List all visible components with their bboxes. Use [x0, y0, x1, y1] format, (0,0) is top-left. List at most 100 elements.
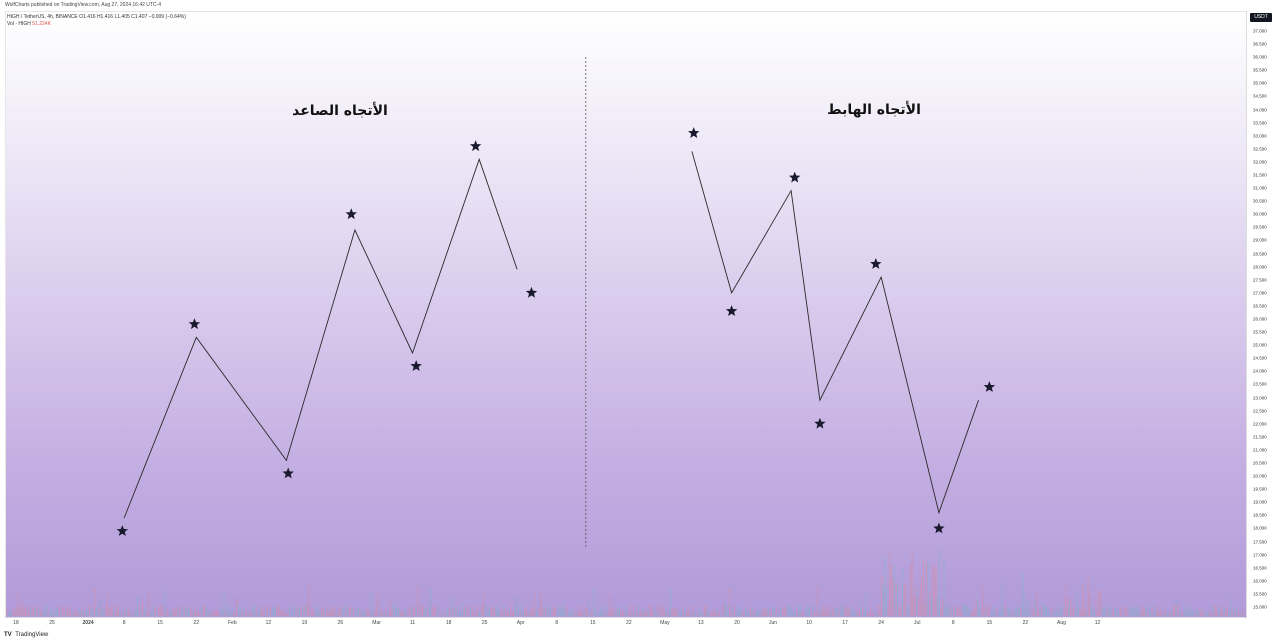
volume-bar: [310, 613, 311, 616]
time-tick-label: 12: [1094, 620, 1101, 626]
volume-bar: [1110, 605, 1111, 616]
volume-bar: [1146, 611, 1148, 616]
volume-bar: [375, 606, 377, 616]
star-marker-icon[interactable]: [282, 467, 294, 479]
star-marker-icon[interactable]: [814, 417, 826, 429]
volume-bar: [740, 608, 742, 616]
volume-bar: [969, 608, 971, 616]
volume-bar: [186, 610, 188, 616]
volume-bar: [1039, 608, 1041, 616]
volume-bar: [102, 610, 103, 616]
volume-bar: [626, 613, 628, 616]
volume-bar: [505, 608, 507, 616]
uptrend-line[interactable]: [123, 157, 518, 519]
volume-bar: [870, 605, 871, 616]
volume-bar: [650, 604, 652, 616]
time-tick-label: 8: [555, 620, 559, 626]
star-marker-icon[interactable]: [188, 318, 201, 330]
volume-bar: [534, 589, 535, 616]
volume-bar: [1150, 610, 1151, 616]
volume-bar: [353, 608, 355, 616]
star-marker-icon[interactable]: [725, 305, 738, 316]
volume-bar: [428, 605, 430, 616]
trend-lines: [123, 151, 979, 519]
volume-bar: [457, 606, 459, 616]
volume-bar: [914, 585, 916, 616]
volume-bar: [777, 613, 779, 616]
time-tick-label: 2024: [82, 620, 94, 626]
price-tick-label: 28.500: [1253, 251, 1267, 257]
volume-bar: [482, 593, 484, 616]
volume-bar: [871, 613, 873, 616]
time-tick-label: Jun: [769, 620, 778, 626]
chart-area[interactable]: [5, 11, 1246, 618]
star-marker-icon[interactable]: [983, 381, 996, 392]
volume-value: 51.224K: [32, 21, 51, 27]
volume-bar: [452, 608, 454, 616]
volume-bar: [342, 608, 343, 616]
price-tick-label: 20.500: [1253, 460, 1267, 466]
volume-bar: [513, 610, 515, 616]
star-marker-icon[interactable]: [469, 140, 482, 152]
volume-bar: [671, 608, 673, 616]
volume-bar: [1137, 607, 1139, 616]
volume-bar: [569, 609, 571, 616]
volume-bar: [1145, 604, 1147, 616]
volume-bar: [490, 607, 492, 616]
star-marker-icon[interactable]: [789, 171, 801, 183]
volume-bar: [670, 587, 671, 616]
volume-bar: [1047, 607, 1049, 616]
price-tick-label: 34.000: [1253, 107, 1267, 113]
volume-bar: [486, 612, 487, 616]
volume-bar: [1177, 604, 1179, 616]
star-marker-icon[interactable]: [525, 286, 538, 298]
downtrend-line[interactable]: [691, 151, 979, 515]
volume-bar: [722, 604, 724, 616]
star-marker-icon[interactable]: [345, 208, 357, 220]
volume-bar: [954, 610, 956, 616]
star-marker-icon[interactable]: [688, 127, 700, 138]
volume-bar: [786, 611, 788, 616]
volume-bar: [146, 611, 148, 616]
volume-bar: [572, 612, 574, 616]
volume-bar: [489, 607, 491, 616]
volume-bar: [636, 611, 638, 616]
volume-bar: [1081, 610, 1083, 616]
price-axis[interactable]: 37.000 36.500 36.000 35.500 35.000 34.500 34.0…: [1246, 11, 1280, 617]
volume-bar: [182, 605, 183, 616]
volume-bar: [991, 610, 993, 616]
symbol-info[interactable]: HIGH / TetherUS, 4h, BINANCE O1.416 H1.4…: [7, 14, 186, 20]
volume-bar: [220, 608, 222, 616]
volume-info[interactable]: Vol · HIGH 51.224K: [7, 21, 186, 28]
volume-bar: [751, 606, 753, 616]
star-marker-icon[interactable]: [933, 522, 945, 534]
volume-bar: [532, 608, 534, 616]
volume-bar: [1182, 612, 1183, 616]
volume-bar: [420, 605, 422, 616]
volume-bar: [463, 606, 465, 616]
volume-bar: [686, 612, 687, 616]
volume-bar: [55, 609, 57, 616]
volume-bar: [886, 586, 887, 616]
volume-bar: [961, 612, 963, 616]
star-marker-icon[interactable]: [410, 360, 422, 371]
volume-bar: [1167, 613, 1169, 616]
volume-bar: [1073, 607, 1075, 616]
volume-bar: [455, 613, 457, 616]
uptrend-title: الأتجاه الصاعد: [292, 103, 388, 119]
currency-badge[interactable]: USDT: [1250, 13, 1272, 22]
volume-bar: [1186, 605, 1188, 616]
volume-bar: [815, 613, 817, 616]
volume-bar: [42, 611, 44, 616]
volume-bar: [737, 605, 739, 616]
volume-bar: [393, 604, 395, 616]
volume-bar: [930, 597, 932, 616]
volume-bar: [962, 603, 964, 616]
time-axis[interactable]: 18 25 2024 8 15 22 Feb 12 19 26 Mar 11 18 25 Apr 8 15 22 M…: [5, 617, 1245, 630]
time-tick-label: 18: [13, 620, 19, 626]
star-marker-icon[interactable]: [870, 258, 882, 269]
volume-bar: [260, 604, 262, 616]
volume-bar: [76, 612, 78, 616]
star-marker-icon[interactable]: [116, 525, 129, 536]
volume-bar: [1006, 613, 1007, 616]
